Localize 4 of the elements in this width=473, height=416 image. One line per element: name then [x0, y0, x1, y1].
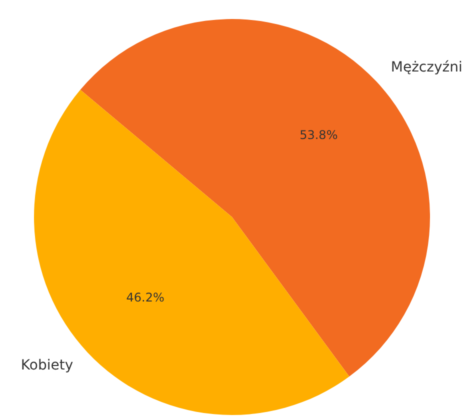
slice-label: Kobiety [20, 358, 74, 374]
data-label: 53.8% [300, 128, 338, 142]
data-label: 46.2% [126, 290, 164, 304]
slice-label: Mężczyźni [390, 60, 462, 76]
